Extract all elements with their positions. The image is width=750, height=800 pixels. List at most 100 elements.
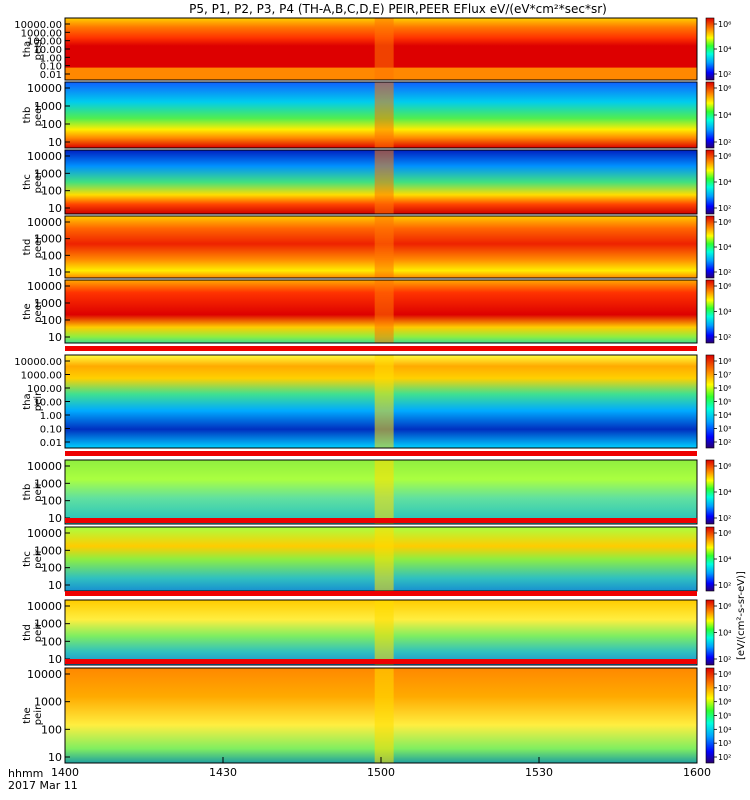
panel-colorbar bbox=[705, 17, 715, 81]
colorbar-tick-label: 10³ bbox=[718, 425, 731, 434]
colorbar-tick-label: 10² bbox=[718, 753, 731, 762]
x-tick-label: 1430 bbox=[209, 766, 237, 779]
y-tick-label: 10 bbox=[48, 331, 62, 344]
panel-fill-strip bbox=[65, 591, 697, 596]
colorbar-tick-label: 10² bbox=[718, 655, 731, 664]
x-tick-label: 1600 bbox=[683, 766, 711, 779]
panel-ylabel-probe: thb bbox=[22, 107, 33, 124]
panel-frame bbox=[64, 279, 698, 344]
y-tick-label: 10000 bbox=[27, 216, 62, 229]
y-tick-label: 100 bbox=[41, 314, 62, 327]
panel-ylabel-probe: thd bbox=[22, 624, 33, 641]
y-tick-label: 10000 bbox=[27, 600, 62, 613]
panel-ylabel-species: peir bbox=[33, 391, 44, 411]
panel-injection-feature bbox=[374, 82, 394, 148]
colorbar-tick-label: 10⁶ bbox=[718, 84, 731, 93]
y-tick-label: 1.00 bbox=[40, 53, 62, 64]
y-tick-label: 100 bbox=[41, 185, 62, 198]
panel-ylabel-probe: thc bbox=[22, 551, 33, 567]
x-tick-label: 1400 bbox=[51, 766, 79, 779]
panel-injection-feature bbox=[374, 460, 394, 524]
panel-injection-feature bbox=[374, 150, 394, 214]
panel-ylabel-species: peer bbox=[33, 37, 44, 61]
y-tick-label: 100 bbox=[41, 118, 62, 131]
colorbar-tick-label: 10⁶ bbox=[718, 529, 731, 538]
panel-frame bbox=[64, 149, 698, 215]
time-axis-label: hhmm bbox=[8, 767, 43, 780]
figure-title: P5, P1, P2, P3, P4 (TH-A,B,C,D,E) PEIR,P… bbox=[189, 2, 607, 16]
panel-ylabel-species: peir bbox=[33, 705, 44, 725]
y-tick-label: 0.01 bbox=[40, 438, 62, 449]
colorbar-tick-label: 10⁴ bbox=[718, 243, 731, 252]
y-tick-label: 100 bbox=[41, 249, 62, 262]
y-tick-label: 10.00 bbox=[33, 45, 62, 56]
panel-injection-feature bbox=[374, 355, 394, 448]
y-tick-label: 10 bbox=[48, 136, 62, 149]
colorbar-tick-label: 10² bbox=[718, 333, 731, 342]
x-tick-label: 1530 bbox=[525, 766, 553, 779]
colorbar-tick-label: 10⁶ bbox=[718, 698, 731, 707]
colorbar-tick-label: 10⁴ bbox=[718, 555, 731, 564]
y-tick-label: 100 bbox=[41, 562, 62, 575]
y-tick-label: 1000.00 bbox=[21, 371, 62, 382]
colorbar-tick-label: 10² bbox=[718, 138, 731, 147]
y-tick-label: 10.00 bbox=[33, 398, 62, 409]
colorbar-tick-label: 10² bbox=[718, 514, 731, 523]
y-tick-label: 10000.00 bbox=[14, 20, 62, 31]
panel-colorbar bbox=[705, 354, 715, 449]
colorbar-tick-label: 10² bbox=[718, 438, 731, 447]
y-tick-label: 1.00 bbox=[40, 411, 62, 422]
colorbar-tick-label: 10⁶ bbox=[718, 462, 731, 471]
y-tick-label: 1000 bbox=[34, 297, 62, 310]
y-tick-label: 100 bbox=[41, 635, 62, 648]
colorbar-tick-label: 10⁴ bbox=[718, 725, 731, 734]
colorbar-tick-label: 10² bbox=[718, 581, 731, 590]
panel-colorbar bbox=[705, 599, 715, 666]
panel-injection-feature bbox=[374, 527, 394, 591]
panel-injection-feature bbox=[374, 18, 394, 80]
panel-ylabel-probe: thd bbox=[22, 239, 33, 256]
y-tick-label: 100.00 bbox=[27, 37, 62, 48]
colorbar-tick-label: 10⁴ bbox=[718, 308, 731, 317]
time-axis-date: 2017 Mar 11 bbox=[8, 779, 78, 792]
panel-ylabel-probe: thc bbox=[22, 174, 33, 190]
panel-fill-strip bbox=[65, 518, 697, 523]
y-tick-label: 1000 bbox=[34, 544, 62, 557]
y-tick-label: 10 bbox=[48, 512, 62, 525]
panel-ylabel-species: peer bbox=[33, 235, 44, 259]
y-tick-label: 10 bbox=[48, 751, 62, 764]
panel-colorbar bbox=[705, 215, 715, 279]
panel-colorbar bbox=[705, 279, 715, 344]
panel-colorbar bbox=[705, 667, 715, 764]
y-tick-label: 10000 bbox=[27, 460, 62, 473]
y-tick-label: 100.00 bbox=[27, 384, 62, 395]
colorbar-tick-label: 10⁶ bbox=[718, 282, 731, 291]
panel-ylabel-probe: the bbox=[22, 303, 33, 319]
y-tick-label: 10 bbox=[48, 202, 62, 215]
y-tick-label: 10000 bbox=[27, 82, 62, 95]
colorbar-tick-label: 10⁶ bbox=[718, 152, 731, 161]
y-tick-label: 100 bbox=[41, 495, 62, 508]
y-tick-label: 1000 bbox=[34, 618, 62, 631]
y-tick-label: 10000 bbox=[27, 527, 62, 540]
colorbar-tick-label: 10⁴ bbox=[718, 45, 731, 54]
y-tick-label: 100 bbox=[41, 723, 62, 736]
y-tick-label: 10000.00 bbox=[14, 357, 62, 368]
panel-fill-strip bbox=[65, 451, 697, 456]
colorbar-tick-label: 10⁵ bbox=[718, 712, 731, 721]
panel-ylabel-probe: the bbox=[22, 707, 33, 723]
colorbar-tick-label: 10² bbox=[718, 268, 731, 277]
panels: 10000.001000.00100.0010.001.000.100.01th… bbox=[14, 17, 731, 779]
panel-ylabel-species: peer bbox=[33, 103, 44, 127]
colorbar-tick-label: 10⁵ bbox=[718, 398, 731, 407]
panel-ylabel-species: peir bbox=[33, 548, 44, 568]
panel-colorbar bbox=[705, 149, 715, 215]
panel-injection-feature bbox=[374, 216, 394, 278]
y-tick-label: 10000 bbox=[27, 150, 62, 163]
colorbar-tick-label: 10⁴ bbox=[718, 411, 731, 420]
panel-frame bbox=[64, 215, 698, 279]
panel-frame bbox=[64, 81, 698, 149]
panel-ylabel-species: peir bbox=[33, 481, 44, 501]
colorbar-tick-label: 10⁷ bbox=[718, 371, 731, 380]
